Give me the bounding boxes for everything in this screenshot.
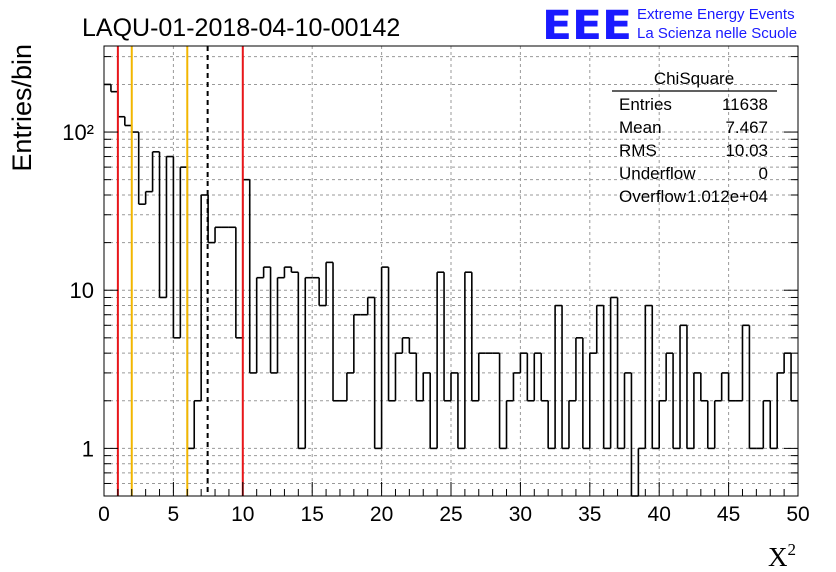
stats-box: ChiSquare Entries 11638 Mean 7.467 RMS 1… — [612, 69, 777, 206]
stats-mean-value: 7.467 — [725, 118, 768, 137]
eee-logo: EEE Extreme Energy Events La Scienza nel… — [542, 3, 797, 49]
stats-overflow-value: 1.012e+04 — [687, 187, 768, 206]
stats-mean-label: Mean — [619, 118, 662, 137]
x-tick-label: 10 — [231, 503, 254, 526]
stats-underflow-value: 0 — [759, 164, 768, 183]
stats-underflow-label: Underflow — [619, 164, 696, 183]
logo-line-1: Extreme Energy Events — [637, 6, 795, 23]
logo-line-2: La Scienza nelle Scuole — [637, 25, 797, 42]
stats-entries-label: Entries — [619, 95, 672, 114]
axis-ticks: 0 5 10 15 20 25 30 35 40 45 50 1 10 10² — [62, 56, 810, 526]
x-tick-label: 40 — [648, 503, 671, 526]
stats-rms-value: 10.03 — [725, 141, 768, 160]
chart-title: LAQU-01-2018-04-10-00142 — [82, 14, 400, 42]
x-tick-label: 45 — [717, 503, 740, 526]
stats-overflow-label: Overflow — [619, 187, 687, 206]
x-tick-label: 15 — [301, 503, 324, 526]
eee-logo-letters: EEE — [542, 3, 632, 49]
y-tick-label: 10 — [70, 278, 94, 303]
x-tick-label: 0 — [98, 503, 110, 526]
x-axis-label: X2 — [768, 540, 796, 572]
x-tick-label: 50 — [786, 503, 809, 526]
x-tick-label: 20 — [370, 503, 393, 526]
x-tick-label: 30 — [509, 503, 532, 526]
y-tick-label: 10² — [62, 120, 94, 145]
histogram-bars — [104, 83, 798, 497]
stats-rms-label: RMS — [619, 141, 657, 160]
x-tick-label: 35 — [578, 503, 601, 526]
stats-title: ChiSquare — [654, 69, 734, 88]
x-tick-label: 5 — [168, 503, 180, 526]
reference-lines — [116, 46, 244, 496]
y-axis-label: Entries/bin — [7, 44, 37, 172]
stats-entries-value: 11638 — [722, 95, 768, 114]
grid-lines — [104, 46, 798, 497]
y-tick-label: 1 — [82, 436, 94, 461]
x-tick-label: 25 — [439, 503, 462, 526]
